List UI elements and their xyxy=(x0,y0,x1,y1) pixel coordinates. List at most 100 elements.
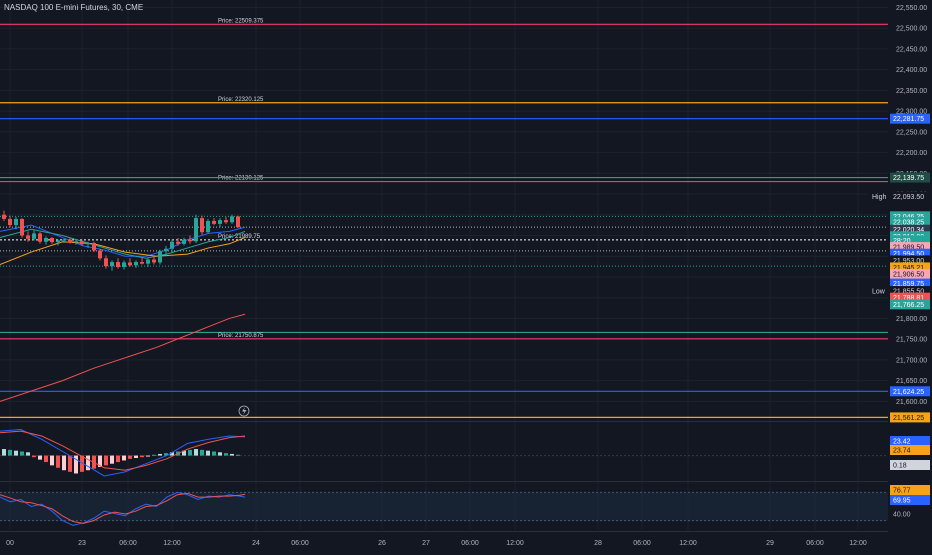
time-tick-label: 26 xyxy=(378,540,386,547)
candle-body[interactable] xyxy=(104,258,108,267)
macd-line xyxy=(0,430,246,471)
range-tag: Low xyxy=(872,289,886,296)
lightning-icon-ring xyxy=(238,405,250,417)
candle-body[interactable] xyxy=(74,241,78,243)
candle-body[interactable] xyxy=(44,237,48,242)
stoch-badge-bg xyxy=(890,485,930,495)
candle-body[interactable] xyxy=(218,220,222,224)
price-badge: 21,859.75 xyxy=(893,281,924,288)
price-badge: 21,953.00 xyxy=(893,258,924,265)
price-badge: 21,855.50 xyxy=(893,289,924,296)
candle-body[interactable] xyxy=(98,250,102,259)
candle-body[interactable] xyxy=(158,251,162,263)
candle-body[interactable] xyxy=(32,233,36,239)
candle-body[interactable] xyxy=(80,241,84,245)
macd-histogram-bar xyxy=(188,449,192,456)
macd-histogram-bar xyxy=(134,455,138,459)
stochastic-panel[interactable] xyxy=(0,491,888,526)
macd-histogram-bar xyxy=(146,455,150,457)
candle-body[interactable] xyxy=(38,233,42,242)
candle-body[interactable] xyxy=(68,239,72,243)
candle-body[interactable] xyxy=(20,218,24,236)
indicator-lines xyxy=(0,224,246,402)
candle-body[interactable] xyxy=(188,239,192,242)
candle-body[interactable] xyxy=(2,214,6,219)
macd-histogram-bar xyxy=(194,449,198,456)
candle-body[interactable] xyxy=(26,235,30,239)
price-level-label: Price: 21750.875 xyxy=(218,333,264,339)
candle-body[interactable] xyxy=(62,239,66,241)
moving-average-line xyxy=(0,228,246,259)
candle-body[interactable] xyxy=(152,259,156,263)
candles[interactable] xyxy=(2,210,240,271)
macd-histogram-bar xyxy=(20,451,24,456)
range-tag: High xyxy=(872,194,887,201)
macd-histogram-bar xyxy=(206,450,210,456)
macd-histogram-bar xyxy=(86,455,90,471)
macd-histogram-bar xyxy=(2,449,6,456)
price-tick-label: 22,550.00 xyxy=(896,5,927,12)
stoch-badge-bg xyxy=(890,495,930,505)
macd-histogram-bar xyxy=(74,455,78,474)
candle-body[interactable] xyxy=(224,220,228,223)
time-tick-label: 06:00 xyxy=(633,540,651,547)
macd-panel[interactable] xyxy=(0,429,888,477)
candle-body[interactable] xyxy=(182,239,186,244)
macd-badge: 23.42 xyxy=(893,439,911,446)
price-badge-bg xyxy=(890,292,930,303)
candle-body[interactable] xyxy=(8,218,12,226)
moving-average-line xyxy=(0,237,246,265)
stoch-band xyxy=(0,492,888,521)
candle-body[interactable] xyxy=(110,262,114,267)
price-badge-bg xyxy=(890,211,930,222)
candle-body[interactable] xyxy=(212,220,216,224)
price-tick-label: 21,800.00 xyxy=(896,316,927,323)
stoch-badge-bg xyxy=(890,509,930,519)
macd-histogram-bar xyxy=(56,455,60,468)
stoch-badge: 69.95 xyxy=(893,498,911,505)
candle-body[interactable] xyxy=(122,262,126,268)
macd-badge: 0.18 xyxy=(893,463,907,470)
candle-body[interactable] xyxy=(230,216,234,223)
macd-line xyxy=(0,429,246,477)
candle-body[interactable] xyxy=(170,241,174,249)
candle-body[interactable] xyxy=(92,242,96,251)
price-level-label: Price: 22509.375 xyxy=(218,18,264,24)
candle-body[interactable] xyxy=(116,262,120,268)
macd-histogram-bar xyxy=(164,453,168,456)
candle-body[interactable] xyxy=(86,242,90,245)
time-axis[interactable]: 00 23 06:00 12:00 24 06:00 26 27 06:00 12:00 28 06:… xyxy=(0,532,932,550)
candle-body[interactable] xyxy=(50,237,54,243)
candle-body[interactable] xyxy=(194,218,198,242)
candle-body[interactable] xyxy=(56,240,60,243)
price-badges: 22,281.7522,139.7522,093.50High22,046.25… xyxy=(868,113,930,519)
candle-body[interactable] xyxy=(134,262,138,266)
candle-body[interactable] xyxy=(164,248,168,252)
macd-histogram-bar xyxy=(14,450,18,456)
candle-body[interactable] xyxy=(200,218,204,233)
candle-body[interactable] xyxy=(128,262,132,266)
macd-histogram-bar xyxy=(182,450,186,456)
price-badge: 21,989.50 xyxy=(893,245,924,252)
lightning-icon[interactable] xyxy=(238,405,250,417)
candle-body[interactable] xyxy=(14,218,18,226)
price-tick-label: 21,700.00 xyxy=(896,357,927,364)
price-badge-bg xyxy=(890,286,930,297)
candle-body[interactable] xyxy=(146,259,150,264)
price-tick-label: 22,350.00 xyxy=(896,88,927,95)
price-badge: 21,906.50 xyxy=(893,272,924,279)
price-badge-bg xyxy=(890,299,930,310)
macd-histogram-bar xyxy=(26,452,30,456)
candle-body[interactable] xyxy=(140,262,144,264)
horizontal-levels[interactable]: Price: 22509.375 Price: 22320.125 Price: 2… xyxy=(0,18,888,419)
candle-body[interactable] xyxy=(236,216,240,228)
time-tick-label: 28 xyxy=(594,540,602,547)
price-tick-label: 22,400.00 xyxy=(896,67,927,74)
candle-body[interactable] xyxy=(176,241,180,244)
candle-body[interactable] xyxy=(206,220,210,233)
grid-layer xyxy=(0,0,932,532)
price-badge-bg xyxy=(890,242,930,253)
price-badge-bg xyxy=(890,386,930,397)
